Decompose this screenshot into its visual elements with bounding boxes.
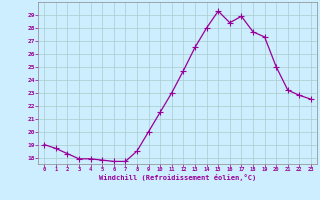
X-axis label: Windchill (Refroidissement éolien,°C): Windchill (Refroidissement éolien,°C) xyxy=(99,174,256,181)
